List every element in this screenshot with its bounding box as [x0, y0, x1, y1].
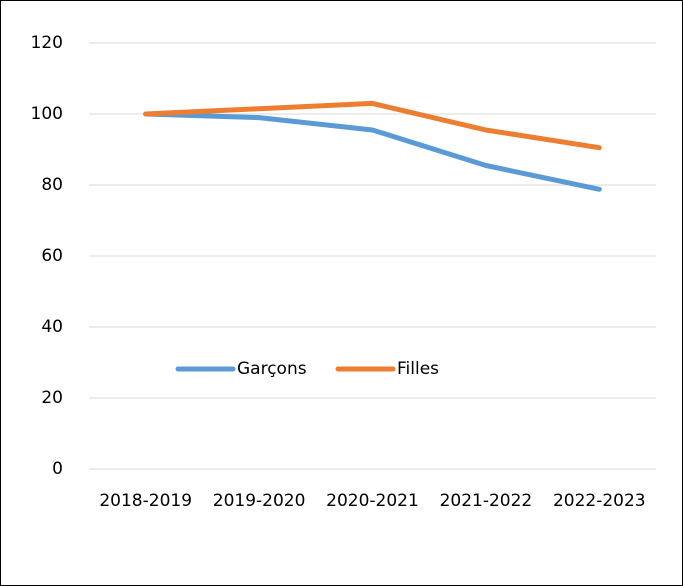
x-tick-label: 2022-2023 — [553, 491, 646, 511]
x-axis-ticks: 2018-2019 2019-2020 2020-2021 2021-2022 2022… — [99, 491, 645, 511]
legend: Garçons Filles — [175, 359, 439, 379]
y-axis-ticks: 0 20 40 60 80 100 120 — [31, 33, 63, 479]
y-tick-label: 80 — [41, 175, 63, 195]
y-tick-label: 40 — [41, 317, 63, 337]
series-lines — [143, 100, 602, 192]
x-tick-label: 2018-2019 — [99, 491, 192, 511]
x-tick-label: 2020-2021 — [326, 491, 419, 511]
series-line-1 — [143, 111, 602, 192]
legend-label-1: Garçons — [237, 359, 307, 379]
y-tick-label: 20 — [41, 388, 63, 408]
x-tick-label: 2019-2020 — [213, 491, 306, 511]
y-tick-label: 120 — [31, 33, 63, 53]
y-tick-label: 60 — [41, 246, 63, 266]
y-tick-label: 100 — [31, 104, 63, 124]
x-tick-label: 2021-2022 — [440, 491, 533, 511]
gridlines — [89, 42, 656, 470]
y-tick-label: 0 — [52, 459, 63, 479]
series-line-2 — [143, 100, 602, 151]
legend-label-2: Filles — [397, 359, 439, 379]
